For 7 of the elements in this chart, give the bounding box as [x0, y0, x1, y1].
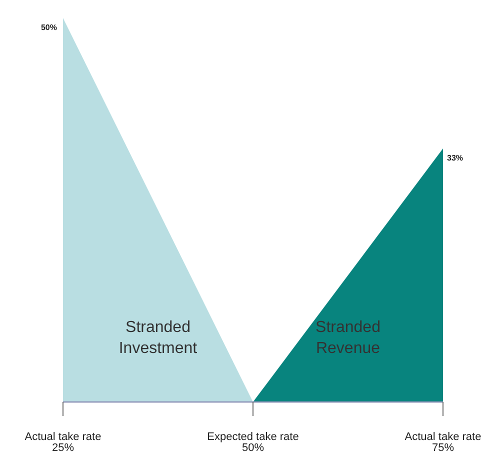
x-tick-label: Actual take rate 75%	[404, 431, 482, 454]
series-label: Stranded Revenue	[316, 319, 380, 357]
x-tick-label: Expected take rate 50%	[207, 431, 299, 454]
series-label: Stranded Investment	[118, 319, 198, 357]
data-label: 33%	[447, 154, 464, 163]
data-label: 50%	[40, 23, 57, 32]
x-tick-label: Actual take rate 25%	[24, 431, 102, 454]
